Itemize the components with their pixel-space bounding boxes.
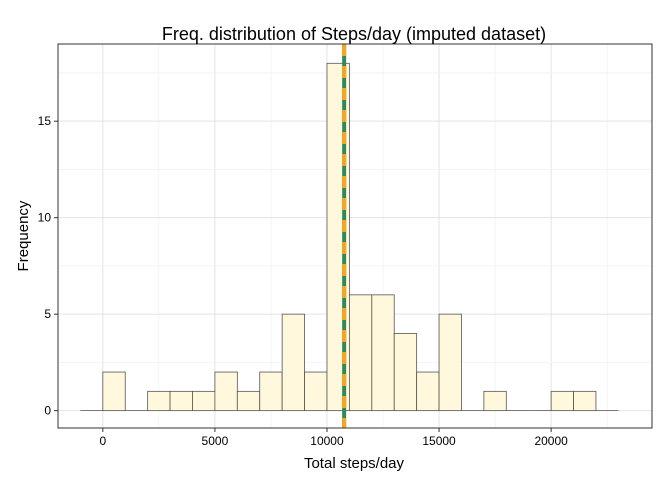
histogram-bar	[438, 313, 462, 412]
histogram-bar	[348, 294, 373, 412]
histogram-bar	[483, 390, 507, 412]
histogram-bar	[281, 313, 305, 412]
x-axis-title: Total steps/day	[304, 455, 405, 472]
y-tick-label: 10	[38, 211, 52, 225]
histogram-bar	[393, 333, 418, 412]
chart-title: Freq. distribution of Steps/day (imputed…	[162, 24, 546, 44]
x-tick-label: 20000	[534, 434, 568, 448]
x-tick-label: 10000	[310, 434, 344, 448]
histogram-bar	[259, 371, 283, 412]
plot-panel-border	[57, 43, 653, 429]
y-tick-label: 0	[44, 404, 51, 418]
y-tick-label: 15	[38, 114, 52, 128]
histogram-bar	[371, 294, 395, 412]
y-tick-label: 5	[44, 307, 51, 321]
x-tick-label: 0	[99, 434, 106, 448]
histogram-bar	[214, 371, 238, 412]
histogram-bar	[416, 371, 440, 412]
histogram-bar	[192, 390, 216, 412]
histogram-bar	[147, 390, 171, 412]
x-tick-label: 15000	[422, 434, 456, 448]
y-axis-ticks: 0 5 10 15	[38, 114, 58, 418]
histogram-bar	[102, 371, 126, 412]
histogram-bar	[573, 390, 597, 412]
histogram-bar	[550, 390, 574, 412]
x-tick-label: 5000	[202, 434, 229, 448]
x-axis-ticks: 0 5000 10000 15000 20000	[99, 428, 568, 448]
histogram-bar	[169, 390, 193, 412]
histogram-bar	[304, 371, 328, 412]
histogram-bar	[236, 390, 261, 412]
y-axis-title: Frequency	[15, 200, 32, 271]
histogram-bars	[80, 62, 619, 412]
